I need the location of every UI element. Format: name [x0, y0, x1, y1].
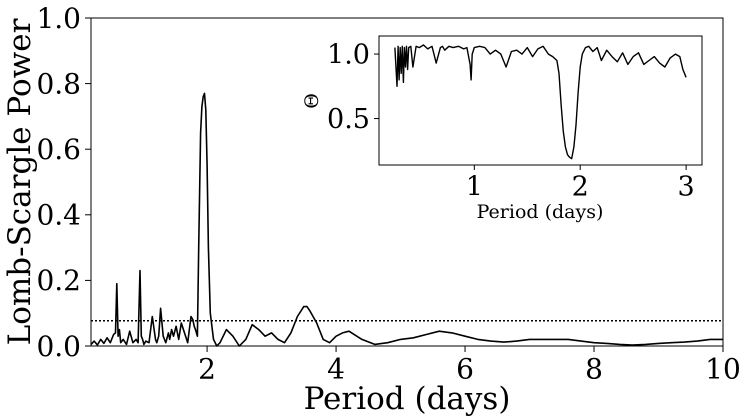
y-tick-label: 0.4	[36, 199, 81, 232]
x-tick-label: 8	[585, 353, 603, 386]
x-tick-label: 6	[456, 353, 474, 386]
x-tick-label: 10	[705, 353, 741, 386]
main-plot-frame	[90, 17, 724, 347]
main-y-ticks: 0.0 0.2 0.4 0.6 0.8 1.0	[36, 2, 91, 363]
inset-y-ticks: 0.5 1.0	[327, 40, 379, 135]
main-y-axis-label: Lomb-Scargle Power	[2, 18, 38, 345]
y-tick-label: 0.0	[36, 330, 81, 363]
main-x-axis-label: Period (days)	[304, 381, 511, 417]
inset-x-axis-label: Period (days)	[477, 201, 604, 223]
x-tick-label: 2	[198, 353, 216, 386]
main-chart: 0.00.20.40.60.81.0 2 4 6 8 10 Period (days) …	[2, 2, 741, 417]
inset-y-axis-label: Θ	[301, 93, 323, 109]
y-tick-label: 1.0	[36, 2, 81, 35]
inset-plot-frame	[378, 35, 703, 166]
theta-series-line	[394, 44, 687, 160]
y-tick-label: 0.6	[36, 133, 81, 166]
power-series-line	[90, 92, 723, 347]
y-tick-label: 1.0	[327, 40, 370, 71]
y-tick-label: 0.5	[327, 104, 370, 135]
x-tick-label: 3	[678, 172, 695, 203]
inset-background	[379, 36, 702, 165]
inset-chart: 0.5 1.0 1 2 3 Period (days) Θ	[301, 35, 703, 223]
inset-x-ticks: 1 2 3	[466, 165, 695, 203]
x-tick-label: 1	[466, 172, 483, 203]
x-tick-label: 4	[327, 353, 345, 386]
main-x-ticks: 2 4 6 8 10	[198, 346, 741, 386]
y-tick-label: 0.8	[36, 67, 81, 100]
x-tick-label: 2	[572, 172, 589, 203]
y-tick-label: 0.2	[36, 264, 81, 297]
